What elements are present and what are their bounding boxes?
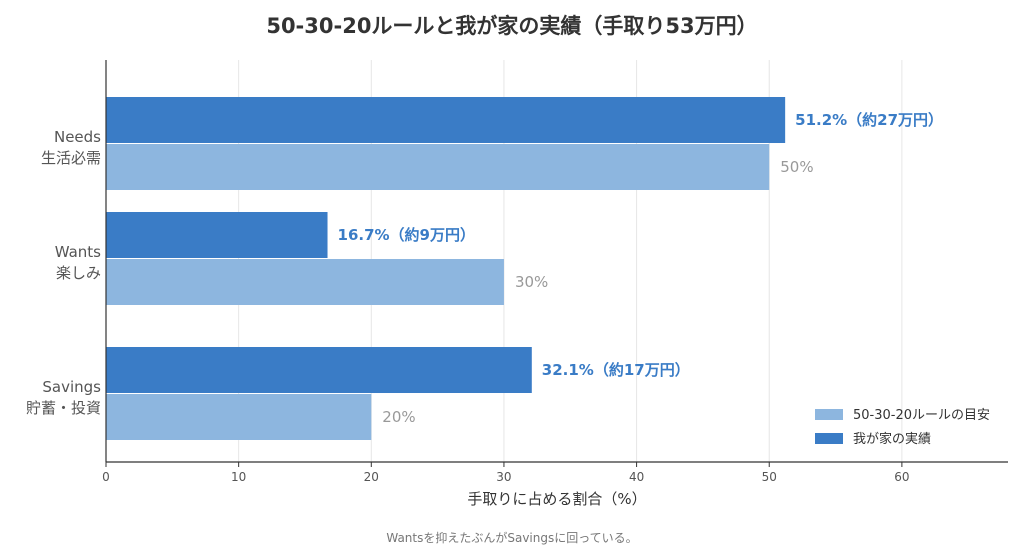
legend-swatch-target — [815, 409, 843, 420]
x-tick-label: 40 — [629, 470, 644, 484]
category-label: Savings — [42, 378, 101, 396]
category-label: 楽しみ — [56, 264, 101, 282]
bar-actual — [106, 347, 532, 393]
bar-actual — [106, 212, 328, 258]
category-label: Wants — [55, 243, 101, 261]
footnote: Wantsを抑えたぶんがSavingsに回っている。 — [386, 530, 637, 545]
x-tick-label: 0 — [102, 470, 110, 484]
bar-actual — [106, 97, 786, 143]
chart-title: 50-30-20ルールと我が家の実績（手取り53万円） — [266, 14, 757, 38]
bar-target — [106, 394, 372, 440]
x-axis-label: 手取りに占める割合（%） — [467, 490, 646, 508]
category-label: 貯蓄・投資 — [26, 399, 101, 417]
category-label: 生活必需 — [41, 149, 101, 167]
legend-swatch-actual — [815, 433, 843, 444]
bar-target — [106, 144, 770, 190]
legend-label-actual: 我が家の実績 — [853, 431, 931, 447]
x-tick-label: 30 — [496, 470, 511, 484]
x-tick-label: 60 — [894, 470, 909, 484]
bar-target — [106, 259, 504, 305]
legend-label-target: 50-30-20ルールの目安 — [853, 408, 990, 423]
data-label-target: 20% — [382, 408, 415, 426]
axes: Needs 生活必需 Wants 楽しみ Savings 貯蓄・投資 0 10 20 30 40 50… — [26, 60, 1008, 484]
bars — [106, 97, 786, 440]
data-label-actual: 32.1%（約17万円） — [542, 361, 690, 379]
data-label-actual: 16.7%（約9万円） — [338, 226, 475, 244]
x-tick-label: 20 — [364, 470, 379, 484]
data-label-target: 30% — [515, 273, 548, 291]
x-tick-label: 50 — [762, 470, 777, 484]
data-label-target: 50% — [780, 158, 813, 176]
data-label-actual: 51.2%（約27万円） — [795, 111, 943, 129]
category-label: Needs — [54, 128, 101, 146]
data-labels: 51.2%（約27万円） 50% 16.7%（約9万円） 30% 32.1%（約17万円… — [338, 111, 944, 426]
x-tick-label: 10 — [231, 470, 246, 484]
